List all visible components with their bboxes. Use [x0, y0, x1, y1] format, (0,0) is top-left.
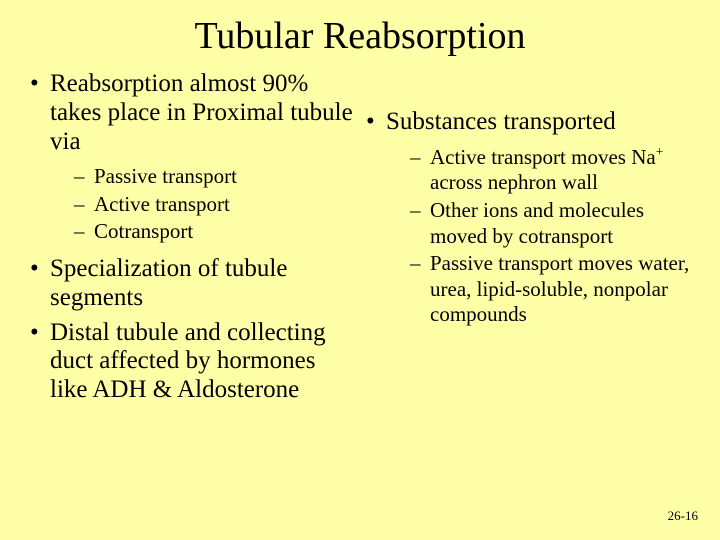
right-bullet-list: Substances transported Active transport … — [364, 108, 692, 328]
sub-text-pre: Active transport moves Na — [430, 145, 656, 169]
superscript: + — [656, 144, 664, 159]
sub-list: Active transport moves Na+ across nephro… — [386, 145, 692, 328]
bullet-text: Reabsorption almost 90% takes place in P… — [50, 70, 353, 155]
sub-list: Passive transport Active transport Cotra… — [50, 164, 356, 245]
sub-item: Active transport moves Na+ across nephro… — [410, 145, 692, 196]
sub-item: Other ions and molecules moved by cotran… — [410, 198, 692, 249]
sub-item: Passive transport — [74, 164, 356, 190]
sub-item: Passive transport moves water, urea, lip… — [410, 251, 692, 328]
left-column: Reabsorption almost 90% takes place in P… — [28, 70, 356, 411]
right-column: Substances transported Active transport … — [364, 70, 692, 411]
content-columns: Reabsorption almost 90% takes place in P… — [28, 70, 692, 411]
bullet-text: Specialization of tubule segments — [50, 255, 287, 311]
bullet-text: Distal tubule and collecting duct affect… — [50, 319, 326, 404]
list-item: Distal tubule and collecting duct affect… — [28, 319, 356, 405]
sub-text-post: across nephron wall — [430, 170, 598, 194]
slide: Tubular Reabsorption Reabsorption almost… — [0, 0, 720, 540]
left-bullet-list: Reabsorption almost 90% takes place in P… — [28, 70, 356, 405]
list-item: Specialization of tubule segments — [28, 255, 356, 313]
sub-item: Cotransport — [74, 219, 356, 245]
list-item: Reabsorption almost 90% takes place in P… — [28, 70, 356, 245]
page-number: 26-16 — [668, 508, 698, 524]
sub-item: Active transport — [74, 192, 356, 218]
list-item: Substances transported Active transport … — [364, 108, 692, 328]
bullet-text: Substances transported — [386, 108, 616, 135]
slide-title: Tubular Reabsorption — [28, 14, 692, 58]
